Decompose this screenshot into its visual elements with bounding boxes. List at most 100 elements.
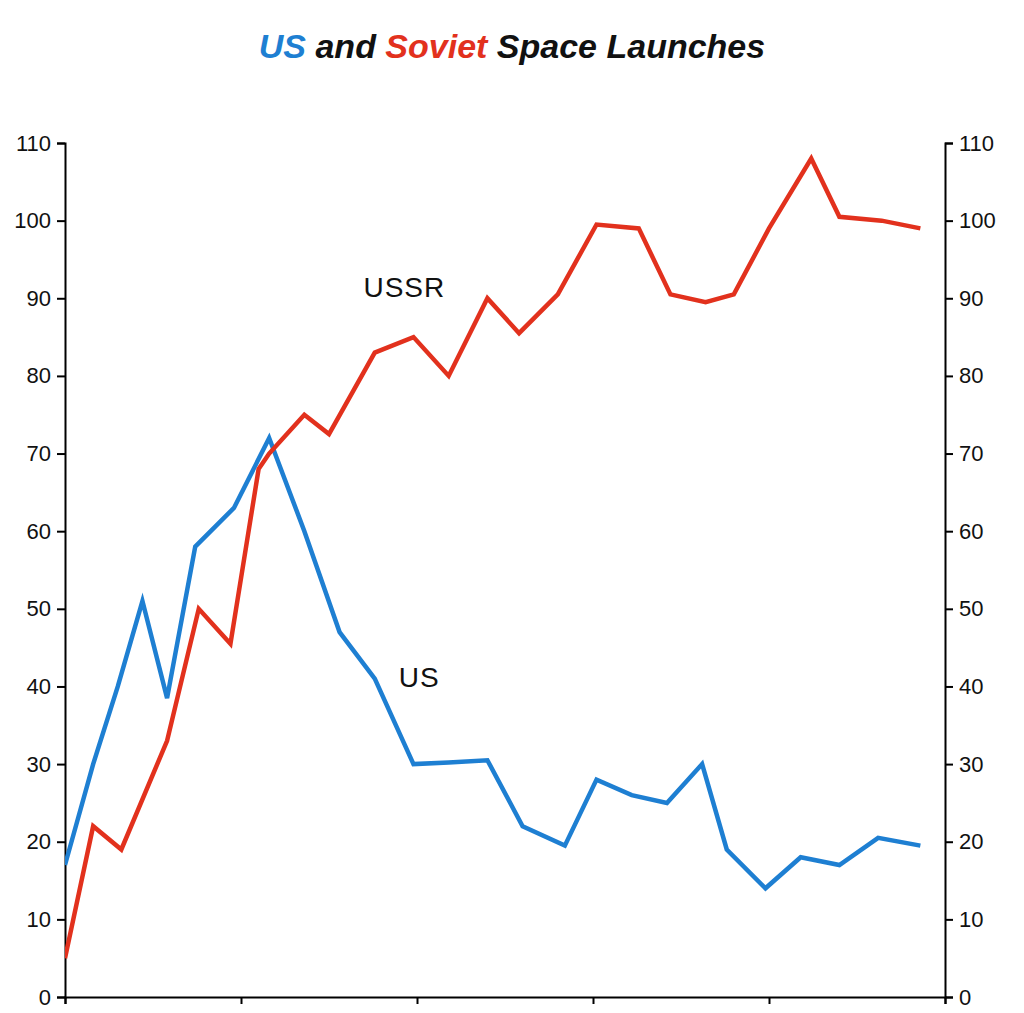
y2-tick: 30 (945, 752, 983, 777)
y2-tick-label: 30 (959, 752, 983, 777)
y2-tick-label: 100 (959, 208, 996, 233)
series-line (65, 159, 920, 959)
x-tick (945, 997, 946, 1004)
x-tick-mark (417, 997, 419, 1004)
y2-tick-label: 110 (959, 131, 994, 156)
x-tick (769, 997, 770, 1004)
y2-tick-label: 0 (959, 985, 971, 1010)
y2-tick-label: 90 (959, 286, 983, 311)
y-tick-label: 90 (27, 286, 51, 311)
y-tick: 20 (27, 829, 65, 854)
y2-tick-mark (945, 143, 953, 145)
chart: US and Soviet Space Launches 0 10 20 30 40 50 6… (0, 0, 1024, 1013)
y-tick-label: 110 (16, 131, 51, 156)
y2-tick: 40 (945, 674, 983, 699)
y2-tick-mark (945, 608, 953, 610)
y2-tick: 0 (945, 985, 971, 1010)
x-axis-line (66, 998, 946, 1005)
series-label: USSR (363, 272, 445, 303)
y2-tick-mark (945, 220, 953, 222)
y2-tick-label: 20 (959, 829, 983, 854)
y2-tick: 100 (945, 208, 996, 233)
y2-tick: 110 (945, 131, 994, 156)
title-word: Space (487, 27, 597, 65)
y2-tick: 20 (945, 829, 983, 854)
y-tick: 30 (27, 752, 65, 777)
y-tick-mark (57, 531, 65, 533)
y2-tick-label: 10 (959, 907, 983, 932)
y-axis: 0 10 20 30 40 50 60 70 80 90 100 110 (14, 131, 65, 1010)
series-label: US (399, 662, 440, 693)
y-tick-label: 40 (27, 674, 51, 699)
y-tick-label: 50 (27, 596, 51, 621)
y-tick-mark (57, 608, 65, 610)
y2-tick-mark (945, 298, 953, 300)
y-tick-label: 30 (27, 752, 51, 777)
title-word: Launches (597, 27, 765, 65)
y2-tick-label: 40 (959, 674, 983, 699)
y-tick-mark (57, 375, 65, 377)
y2-tick: 50 (945, 596, 983, 621)
y-tick-mark (57, 997, 65, 999)
y-tick: 40 (27, 674, 65, 699)
y-tick: 80 (27, 363, 65, 388)
y-tick-label: 80 (27, 363, 51, 388)
y-tick-label: 20 (27, 829, 51, 854)
y2-tick: 10 (945, 907, 983, 932)
x-tick-mark (945, 997, 947, 1004)
y-tick-label: 100 (14, 208, 51, 233)
series-line (65, 438, 920, 888)
y2-tick-mark (945, 686, 953, 688)
title-word: Soviet (376, 27, 489, 65)
y-tick-mark (57, 298, 65, 300)
y2-tick: 80 (945, 363, 983, 388)
y2-tick: 70 (945, 441, 983, 466)
y-tick-mark (57, 143, 65, 145)
y-tick: 70 (27, 441, 65, 466)
title-word: and (306, 27, 377, 65)
y-tick: 10 (27, 907, 65, 932)
x-axis (66, 997, 946, 1004)
plot-area (65, 159, 920, 959)
y2-tick-label: 50 (959, 596, 983, 621)
y-tick-mark (57, 220, 65, 222)
y-tick: 60 (27, 519, 65, 544)
x-tick (593, 997, 594, 1004)
y2-tick: 90 (945, 286, 983, 311)
y2-axis: 0 10 20 30 40 50 60 70 80 90 100 110 (945, 131, 996, 1010)
y2-tick-label: 60 (959, 519, 983, 544)
y-tick: 110 (16, 131, 65, 156)
y2-tick-mark (945, 764, 953, 766)
x-tick-mark (241, 997, 243, 1004)
y-tick-label: 70 (27, 441, 51, 466)
y-tick: 50 (27, 596, 65, 621)
y2-tick-mark (945, 531, 953, 533)
y-tick-label: 60 (27, 519, 51, 544)
x-tick-mark (769, 997, 771, 1004)
title-word: US (259, 27, 307, 65)
x-tick-mark (593, 997, 595, 1004)
y-axis-line (57, 144, 66, 998)
y-tick-mark (57, 453, 65, 455)
y-tick-label: 0 (39, 985, 51, 1010)
y2-axis-line (946, 144, 954, 998)
y2-tick-label: 80 (959, 363, 983, 388)
y-tick: 100 (14, 208, 65, 233)
y-tick: 0 (39, 985, 65, 1010)
y2-tick: 60 (945, 519, 983, 544)
y-tick: 90 (27, 286, 65, 311)
x-tick (65, 997, 66, 1004)
y-tick-mark (57, 919, 65, 921)
x-tick (417, 997, 418, 1004)
y-tick-mark (57, 686, 65, 688)
y2-tick-mark (945, 841, 953, 843)
y2-tick-mark (945, 453, 953, 455)
y2-tick-mark (945, 919, 953, 921)
y2-tick-mark (945, 375, 953, 377)
y2-tick-label: 70 (959, 441, 983, 466)
y-tick-mark (57, 764, 65, 766)
x-tick-mark (65, 997, 67, 1004)
x-tick (241, 997, 242, 1004)
title: US and Soviet Space Launches (259, 27, 765, 65)
y-tick-mark (57, 841, 65, 843)
